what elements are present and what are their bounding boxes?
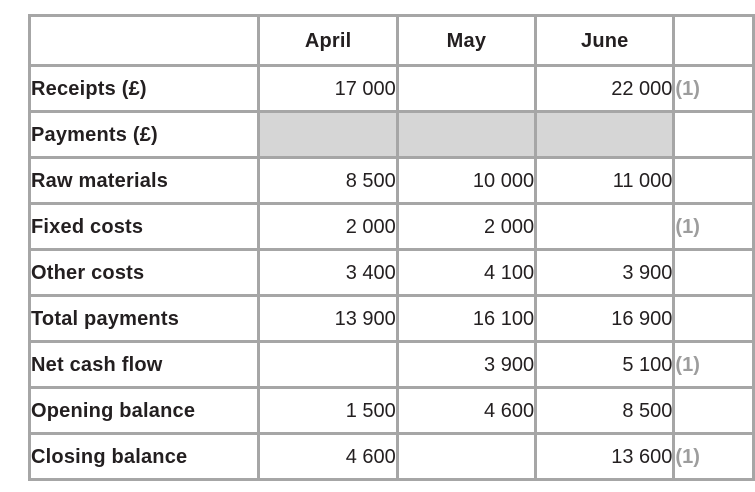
mark-other-costs: [672, 248, 755, 297]
mark-raw-materials: [672, 156, 755, 205]
cell-payments-april: [257, 110, 399, 159]
cash-flow-table: April May June Receipts (£) 17 000 22 000 (1)…: [27, 14, 755, 481]
cell-other-costs-june: 3 900: [534, 248, 676, 297]
mark-payments: [672, 110, 755, 159]
mark-closing-balance: (1): [672, 432, 755, 481]
column-header-june: June: [534, 14, 676, 67]
cell-fixed-costs-april: 2 000: [257, 202, 399, 251]
cell-other-costs-april: 3 400: [257, 248, 399, 297]
mark-total-payments: [672, 294, 755, 343]
cell-receipts-june: 22 000: [534, 64, 676, 113]
table-row-total-payments: Total payments 13 900 16 100 16 900: [27, 294, 755, 343]
row-label-opening-balance: Opening balance: [27, 386, 261, 435]
table-row-opening-balance: Opening balance 1 500 4 600 8 500: [27, 386, 755, 435]
mark-fixed-costs: (1): [672, 202, 755, 251]
cell-raw-materials-april: 8 500: [257, 156, 399, 205]
cell-opening-balance-april: 1 500: [257, 386, 399, 435]
cell-receipts-may: [395, 64, 538, 113]
column-header-may: May: [395, 14, 538, 67]
cell-closing-balance-may: [395, 432, 538, 481]
row-label-payments: Payments (£): [27, 110, 261, 159]
cell-total-payments-june: 16 900: [534, 294, 676, 343]
row-label-closing-balance: Closing balance: [27, 432, 261, 481]
table-row-payments: Payments (£): [27, 110, 755, 159]
header-row: April May June: [27, 14, 755, 67]
cell-opening-balance-may: 4 600: [395, 386, 538, 435]
row-label-receipts: Receipts (£): [27, 64, 261, 113]
marks-column-spacer: [672, 14, 755, 67]
table-row-raw-materials: Raw materials 8 500 10 000 11 000: [27, 156, 755, 205]
cell-payments-may: [395, 110, 538, 159]
cell-receipts-april: 17 000: [257, 64, 399, 113]
row-label-fixed-costs: Fixed costs: [27, 202, 261, 251]
mark-opening-balance: [672, 386, 755, 435]
table-row-net-cash-flow: Net cash flow 3 900 5 100 (1): [27, 340, 755, 389]
cell-total-payments-may: 16 100: [395, 294, 538, 343]
cell-total-payments-april: 13 900: [257, 294, 399, 343]
cell-opening-balance-june: 8 500: [534, 386, 676, 435]
cell-net-cash-flow-april: [257, 340, 399, 389]
cell-net-cash-flow-may: 3 900: [395, 340, 538, 389]
row-label-net-cash-flow: Net cash flow: [27, 340, 261, 389]
mark-receipts: (1): [672, 64, 755, 113]
column-header-april: April: [257, 14, 399, 67]
corner-cell: [27, 14, 261, 67]
table-row-closing-balance: Closing balance 4 600 13 600 (1): [27, 432, 755, 481]
mark-net-cash-flow: (1): [672, 340, 755, 389]
table-row-other-costs: Other costs 3 400 4 100 3 900: [27, 248, 755, 297]
cell-net-cash-flow-june: 5 100: [534, 340, 676, 389]
cell-closing-balance-june: 13 600: [534, 432, 676, 481]
row-label-other-costs: Other costs: [27, 248, 261, 297]
table-body: Receipts (£) 17 000 22 000 (1) Payments (£) R…: [27, 64, 755, 481]
row-label-total-payments: Total payments: [27, 294, 261, 343]
cell-fixed-costs-june: [534, 202, 676, 251]
row-label-raw-materials: Raw materials: [27, 156, 261, 205]
cell-raw-materials-may: 10 000: [395, 156, 538, 205]
table-row-receipts: Receipts (£) 17 000 22 000 (1): [27, 64, 755, 113]
cell-fixed-costs-may: 2 000: [395, 202, 538, 251]
cell-closing-balance-april: 4 600: [257, 432, 399, 481]
cell-other-costs-may: 4 100: [395, 248, 538, 297]
cell-payments-june: [534, 110, 676, 159]
cell-raw-materials-june: 11 000: [534, 156, 676, 205]
table-row-fixed-costs: Fixed costs 2 000 2 000 (1): [27, 202, 755, 251]
